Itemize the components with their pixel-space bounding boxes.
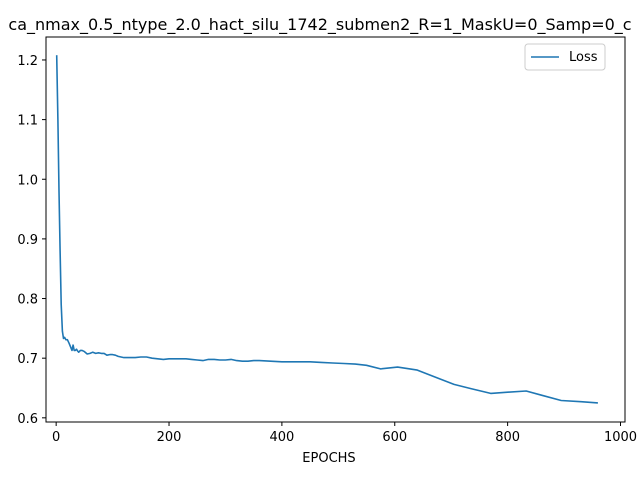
series-line-loss: [55, 55, 598, 404]
y-tick-label: 0.8: [17, 293, 38, 308]
y-tick-label: 1.1: [17, 114, 38, 129]
y-tick-label: 1.2: [17, 54, 38, 69]
y-tick-label: 1.0: [17, 173, 38, 188]
x-tick-label: 0: [52, 430, 60, 445]
x-axis: 0 200 400 600 800 1000: [52, 422, 637, 445]
x-tick-label: 600: [382, 430, 407, 445]
y-tick-label: 0.9: [17, 233, 38, 248]
x-tick-label: 200: [157, 430, 182, 445]
y-axis: 0.6 0.7 0.8 0.9 1.0 1.1 1.2: [17, 54, 46, 427]
legend: Loss: [524, 43, 606, 71]
legend-box: [524, 43, 606, 71]
legend-label-loss: Loss: [569, 50, 598, 65]
x-tick-label: 800: [495, 430, 520, 445]
y-tick-label: 0.7: [17, 352, 38, 367]
y-tick-label: 0.6: [17, 412, 38, 427]
x-axis-label: EPOCHS: [302, 451, 355, 466]
chart-title: ca_nmax_0.5_ntype_2.0_hact_silu_1742_sub…: [8, 15, 631, 35]
x-tick-label: 400: [269, 430, 294, 445]
x-tick-label: 1000: [604, 430, 637, 445]
plot-area: [45, 36, 626, 423]
